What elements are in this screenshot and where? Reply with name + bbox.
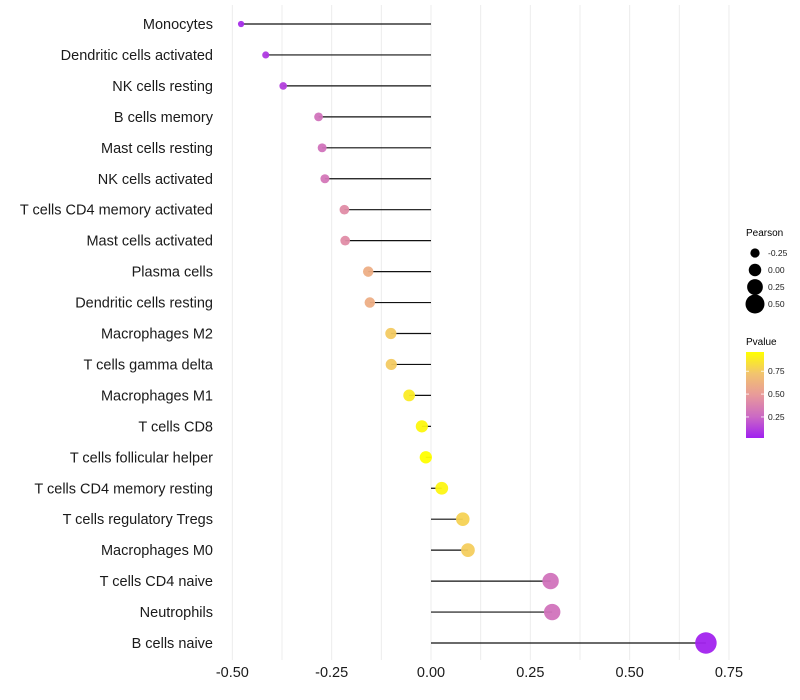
y-axis-label: Plasma cells (132, 265, 213, 281)
lollipop-point (364, 297, 376, 308)
grid-lines (231, 5, 730, 660)
lollipop-point (403, 389, 416, 402)
lollipop-point (340, 235, 351, 246)
pvalue-color-legend: Pvalue 0.25 0.50 0.75 (746, 337, 785, 438)
lollipop-point (695, 632, 717, 654)
size-legend-label: -0.25 (768, 248, 788, 258)
size-legend-title: Pearson (746, 228, 783, 239)
y-axis-label: NK cells activated (98, 172, 213, 188)
x-tick-label: 0.50 (616, 665, 644, 681)
lollipop-point (339, 204, 350, 215)
y-axis-label: Neutrophils (140, 605, 213, 621)
size-legend-label: 0.50 (768, 299, 785, 309)
lollipop-point (279, 82, 288, 90)
y-axis-label: Dendritic cells activated (61, 48, 213, 64)
x-tick-label: -0.25 (315, 665, 348, 681)
lollipop-point (543, 603, 561, 621)
y-axis-label: T cells gamma delta (84, 357, 214, 373)
x-tick-label: 0.75 (715, 665, 743, 681)
y-axis-label: Macrophages M0 (101, 543, 213, 559)
lollipop-point (385, 358, 397, 371)
size-legend-key (745, 294, 765, 314)
lollipop-point (435, 481, 449, 495)
y-axis-label: T cells CD4 naive (100, 574, 213, 590)
y-axis-label: NK cells resting (112, 79, 213, 95)
pvalue-colorbar (746, 352, 764, 438)
colorbar-tick-label: 0.75 (768, 366, 785, 376)
y-axis-label: Macrophages M2 (101, 327, 213, 343)
lollipop-point (542, 572, 559, 590)
y-axis-label: T cells CD4 memory resting (34, 481, 213, 497)
lollipop-point (461, 543, 475, 558)
lollipop-point (314, 112, 323, 122)
lollipop-point (385, 327, 397, 340)
lollipop-point (456, 512, 470, 526)
y-axis-label: T cells CD4 memory activated (20, 203, 213, 219)
y-axis-label: Mast cells activated (86, 234, 213, 250)
size-legend-key (748, 263, 762, 277)
colorbar-tick-label: 0.50 (768, 389, 785, 399)
size-legend-key (747, 279, 763, 295)
x-tick-label: -0.50 (216, 665, 249, 681)
y-axis-label: T cells regulatory Tregs (63, 512, 213, 528)
y-axis-label: B cells naive (132, 636, 213, 652)
y-axis-labels: Monocytes Dendritic cells activated NK cel… (20, 17, 214, 652)
y-axis-label: Mast cells resting (101, 141, 213, 157)
y-axis-label: B cells memory (114, 110, 214, 126)
x-tick-label: 0.25 (516, 665, 544, 681)
lollipop-point (363, 266, 374, 277)
lollipop-point (419, 451, 433, 464)
lollipop-point (317, 143, 327, 153)
y-axis-label: T cells CD8 (138, 419, 213, 435)
lollipop-point (415, 420, 428, 433)
colorbar-tick-label: 0.25 (768, 412, 785, 422)
x-tick-label: 0.00 (417, 665, 445, 681)
lollipop-point (262, 51, 270, 59)
size-legend-label: 0.25 (768, 282, 785, 292)
lollipop-point (237, 20, 245, 28)
lollipop-point (320, 174, 330, 184)
y-axis-label: T cells follicular helper (70, 450, 213, 466)
color-legend-title: Pvalue (746, 337, 777, 348)
x-axis-tick-labels: -0.50 -0.25 0.00 0.25 0.50 0.75 (216, 665, 743, 681)
size-legend-key (750, 248, 760, 258)
y-axis-label: Macrophages M1 (101, 388, 213, 404)
y-axis-label: Dendritic cells resting (75, 296, 213, 312)
size-legend-label: 0.00 (768, 265, 785, 275)
y-axis-label: Monocytes (143, 17, 213, 33)
lollipop-stems (241, 23, 706, 644)
pearson-size-legend: Pearson -0.25 0.00 0.25 0.50 (745, 228, 788, 314)
lollipop-points (237, 20, 717, 654)
